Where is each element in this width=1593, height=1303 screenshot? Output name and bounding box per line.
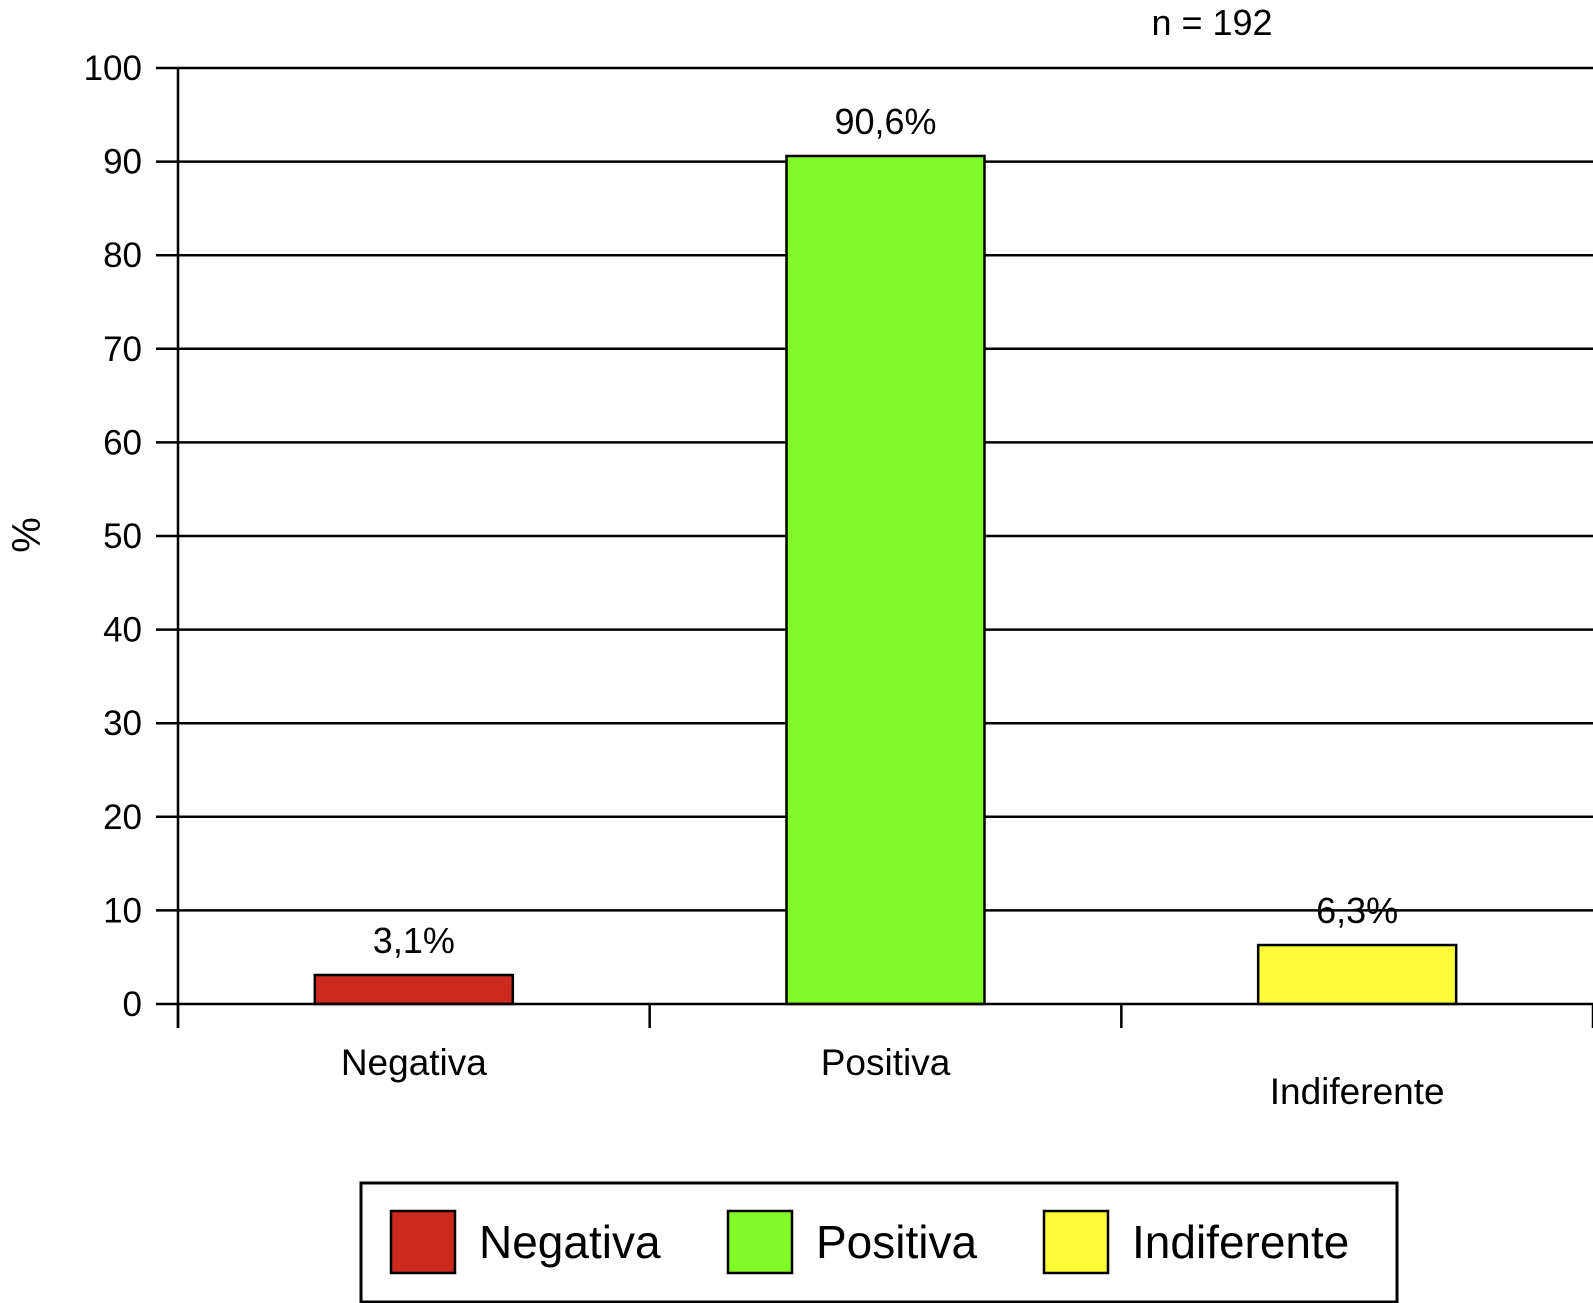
y-tick-label: 50 xyxy=(103,517,142,556)
bar-indiferente xyxy=(1256,943,1458,1006)
category-label: Positiva xyxy=(821,1042,951,1083)
sample-size-annotation: n = 192 xyxy=(1151,2,1272,43)
y-tick-labels: 0 10 20 30 40 50 60 70 80 90 100 xyxy=(84,49,142,1024)
value-labels: 3,1% 90,6% 6,3% xyxy=(373,101,1398,961)
y-tick-label: 20 xyxy=(103,798,142,837)
y-tick-label: 30 xyxy=(103,704,142,743)
y-tick-label: 0 xyxy=(123,985,142,1024)
value-label: 3,1% xyxy=(373,920,455,961)
legend-swatch xyxy=(389,1209,457,1275)
bars xyxy=(313,154,1458,1006)
y-tick-label: 10 xyxy=(103,891,142,930)
category-label: Indiferente xyxy=(1270,1071,1445,1112)
bar-positiva xyxy=(785,154,986,1006)
legend-label: Positiva xyxy=(816,1216,977,1268)
legend: Negativa Positiva Indiferente xyxy=(359,1181,1399,1303)
legend-box xyxy=(359,1181,1399,1303)
y-tick-label: 80 xyxy=(103,236,142,275)
bar-negativa xyxy=(313,973,515,1006)
y-axis-label: % xyxy=(5,517,49,553)
y-tick-label: 100 xyxy=(84,49,142,88)
category-label: Negativa xyxy=(341,1042,487,1083)
category-labels: Negativa Positiva Indiferente xyxy=(341,1042,1445,1112)
y-tick-label: 60 xyxy=(103,423,142,462)
axes xyxy=(156,66,1593,1028)
legend-label: Negativa xyxy=(479,1216,661,1268)
y-tick-label: 70 xyxy=(103,330,142,369)
legend-swatch xyxy=(726,1209,794,1275)
value-label: 6,3% xyxy=(1316,890,1398,931)
value-label: 90,6% xyxy=(834,101,936,142)
y-tick-label: 90 xyxy=(103,143,142,182)
legend-swatch xyxy=(1042,1209,1110,1275)
y-tick-label: 40 xyxy=(103,611,142,650)
legend-label: Indiferente xyxy=(1132,1216,1349,1268)
